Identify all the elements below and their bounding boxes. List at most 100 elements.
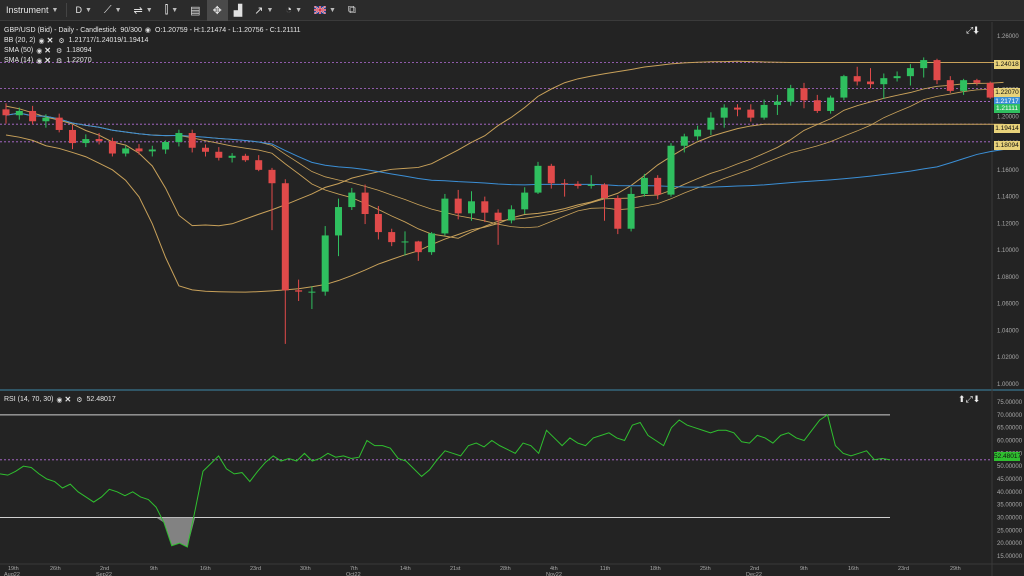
legend-sma14-value: 1.22070 [66,57,92,64]
chart-area[interactable]: 1.260001.240001.220001.200001.180001.160… [0,22,1024,576]
rsi-tick-label: 75.00000 [997,400,1023,406]
candle-body [813,100,821,111]
rsi-oversold-fill [156,517,196,548]
candle-body [122,148,130,154]
candle-body [734,107,741,110]
indicator-tool[interactable]: ⇌ ▼ [128,0,159,21]
close-icon[interactable]: ✕ [44,56,51,65]
draw-line-tool[interactable]: ⟋ ▼ [98,0,128,21]
legend-sma50-value: 1.18094 [66,47,92,54]
rsi-line [0,414,891,548]
candle-body [335,207,342,236]
price-tick-label: 1.14000 [997,195,1019,201]
chevron-down-icon: ▼ [51,6,59,14]
legend-bb: BB (20, 2) ◉ ✕ ⚙ 1.21717/1.24019/1.19414 [4,36,148,45]
rsi-tick-label: 50.00000 [997,464,1023,470]
date-tick-label: 4th [550,566,558,572]
price-tick-label: 1.00000 [997,382,1019,388]
candle-body [906,68,914,77]
candle-body [202,147,209,152]
candle-body [268,169,276,184]
price-tick-label: 1.08000 [997,275,1019,281]
candle-body [561,183,569,185]
instrument-selector[interactable]: Instrument ▼ [0,0,64,21]
candle-body [308,291,316,293]
bar-chart-button[interactable]: ▟ [228,0,248,21]
chart-canvas[interactable]: 1.260001.240001.220001.200001.180001.160… [0,22,1024,576]
indicator-icon: ⇌ [133,4,143,17]
rsi-tick-label: 20.00000 [997,541,1023,547]
eye-icon[interactable]: ◉ [36,47,43,55]
eye-icon[interactable]: ◉ [56,396,63,404]
pie-chart-icon: ◔ [285,4,293,16]
candle-body [840,76,848,98]
date-tick-label: Oct22 [346,572,361,576]
price-tick-label: 1.20000 [997,114,1019,120]
date-tick-label: Sep22 [96,572,112,576]
candle-body [29,110,37,122]
candle-body [853,76,861,82]
window-button[interactable]: ⧉ [342,0,362,21]
price-tag-rsi: 52.48017 [994,452,1022,461]
candle-body [574,183,582,186]
candle-body [760,104,768,118]
date-tick-label: Dec22 [746,572,762,576]
expand-icon[interactable]: ⤢⬇ [966,25,979,35]
chart-type-tool[interactable]: ⫿ ▼ [159,0,184,21]
layout-icon: ▤ [190,4,201,17]
rsi-tick-label: 60.00000 [997,439,1023,445]
date-tick-label: 28th [500,566,511,572]
chevron-down-icon: ▼ [114,6,122,14]
legend-rsi-label: RSI (14, 70, 30) [4,396,54,403]
trend-icon: ↗ [254,4,264,17]
candle-body [15,110,23,116]
settings-icon[interactable]: ⚙ [56,47,63,55]
candle-body [468,201,475,214]
toolbar-divider [66,3,68,17]
date-tick-label: Nov22 [546,572,562,576]
chevron-down-icon: ▼ [84,6,92,14]
candle-body [441,198,449,234]
price-tick-label: 1.26000 [997,34,1019,40]
eye-icon[interactable]: ◉ [38,37,45,45]
settings-icon[interactable]: ⚙ [58,37,65,45]
settings-icon[interactable]: ⚙ [76,396,83,404]
crosshair-button[interactable]: ✥ [206,0,228,21]
candle-body [933,60,941,81]
language-selector[interactable]: ▼ [308,0,342,21]
settings-icon[interactable]: ⚙ [56,57,63,65]
eye-icon[interactable]: ◉ [36,57,43,65]
date-tick-label: 2nd [100,566,109,572]
price-tick-label: 1.06000 [997,302,1019,308]
eye-icon[interactable]: ◉ [144,27,151,34]
trend-button[interactable]: ↗ ▼ [248,0,279,21]
pie-chart-button[interactable]: ◔ ▼ [279,0,308,21]
panel-controls-icon[interactable]: ⬆⤢⬇ [958,394,981,404]
chart-type-icon: ⫿ [164,3,169,16]
price-tag-bb-lower: 1.19414 [994,124,1020,133]
price-tick-label: 1.02000 [997,355,1019,361]
date-tick-label: 23rd [898,566,909,572]
period-selector[interactable]: D ▼ [69,0,97,21]
rsi-tick-label: 30.00000 [997,516,1023,522]
candle-body [321,235,329,292]
price-tag-bb-upper: 1.24018 [994,60,1020,69]
close-icon[interactable]: ✕ [44,46,51,55]
candle-body [587,184,595,186]
candle-body [95,139,103,142]
candle-body [162,142,170,150]
candle-body [614,197,622,229]
chevron-down-icon: ▼ [266,6,274,14]
candle-body [82,139,90,144]
candle-body [388,232,396,243]
date-tick-label: 2nd [750,566,759,572]
close-icon[interactable]: ✕ [46,36,54,45]
close-icon[interactable]: ✕ [64,395,72,404]
date-tick-label: 30th [300,566,311,572]
candle-body [547,165,555,184]
candle-body [960,80,968,91]
legend-bb-values: 1.21717/1.24019/1.19414 [68,37,149,44]
layout-button[interactable]: ▤ [184,0,206,21]
date-tick-label: 9th [150,566,158,572]
candle-body [414,241,422,253]
